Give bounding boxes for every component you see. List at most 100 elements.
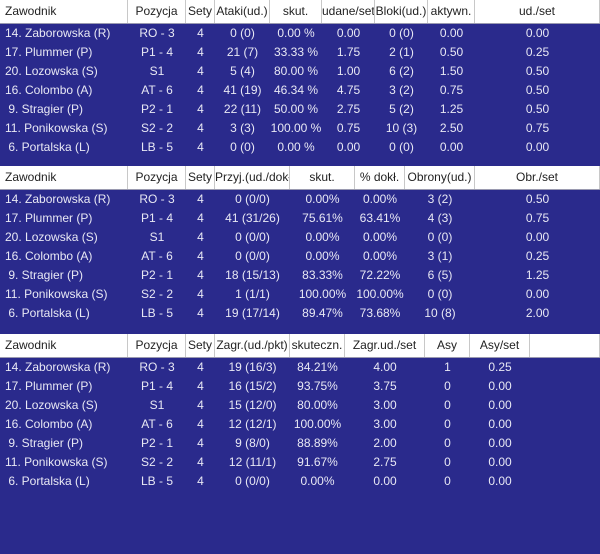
table-cell: 4 <box>197 436 204 450</box>
table-row[interactable]: 14. Zaborowska (R) RO - 3 4 0 (0) 0.00 % 0.00… <box>0 24 600 43</box>
column-header[interactable]: Sety <box>186 166 215 189</box>
table-row[interactable]: 14. Zaborowska (R) RO - 3 4 0 (0/0) 0.00% 0.0… <box>0 190 600 209</box>
column-header[interactable]: Zawodnik <box>0 0 128 23</box>
table-row[interactable]: 17. Plummer (P) P1 - 4 4 41 (31/26) 75.61% 63… <box>0 209 600 228</box>
table-cell: 0.75 <box>439 83 464 97</box>
table-row[interactable]: 6. Portalska (L) LB - 5 4 0 (0) 0.00 % 0.00 0 … <box>0 138 600 157</box>
column-header[interactable]: Sety <box>186 334 215 357</box>
table-cell: 0 (0/0) <box>235 249 270 263</box>
table-cell: 6. Portalska (L) <box>5 140 90 154</box>
attack-stats-table: Zawodnik Pozycja Sety Ataki(ud.) skut. udane/… <box>0 0 600 157</box>
column-header[interactable]: Asy/set <box>470 334 530 357</box>
column-header[interactable]: Pozycja <box>128 0 186 23</box>
table-row[interactable]: 16. Colombo (A) AT - 6 4 12 (12/1) 100.00% 3.… <box>0 415 600 434</box>
table-cell: 46.34 % <box>273 83 319 97</box>
table-cell: 10 (8) <box>424 306 456 320</box>
table-cell: 4 <box>197 102 204 116</box>
table-cell: 14. Zaborowska (R) <box>5 26 111 40</box>
table-cell: 10 (3) <box>385 121 418 135</box>
table-cell: 41 (31/26) <box>225 211 280 225</box>
table-cell: 4 <box>197 306 204 320</box>
table-cell: 4 <box>197 64 204 78</box>
column-header[interactable]: Pozycja <box>128 334 186 357</box>
table-cell: 4 <box>197 455 204 469</box>
table-cell: 4 <box>197 83 204 97</box>
table-cell: 4 <box>197 249 204 263</box>
table-cell: 6. Portalska (L) <box>5 306 90 320</box>
table-cell: 89.47% <box>302 306 343 320</box>
table-cell: 2 (1) <box>389 45 414 59</box>
table-row[interactable]: 6. Portalska (L) LB - 5 4 19 (17/14) 89.47% 7… <box>0 304 600 323</box>
table-cell: 73.68% <box>359 306 401 320</box>
table-cell: 3 (3) <box>230 121 255 135</box>
column-header[interactable]: Zawodnik <box>0 166 128 189</box>
table-cell: 0 (0) <box>389 140 414 154</box>
table-row[interactable]: 11. Ponikowska (S) S2 - 2 4 1 (1/1) 100.00% 1… <box>0 285 600 304</box>
table-row[interactable]: 17. Plummer (P) P1 - 4 4 16 (15/2) 93.75% 3.7… <box>0 377 600 396</box>
table-cell: 0.00% <box>305 249 340 263</box>
column-header[interactable]: Przyj.(ud./dokł.) <box>215 166 290 189</box>
table-cell: 0.00 <box>488 436 512 450</box>
table-cell: P2 - 1 <box>140 268 173 282</box>
table-row[interactable]: 9. Stragier (P) P2 - 1 4 22 (11) 50.00 % 2.75… <box>0 100 600 119</box>
table-cell: P1 - 4 <box>140 45 173 59</box>
table-row[interactable]: 9. Stragier (P) P2 - 1 4 9 (8/0) 88.89% 2.00 0… <box>0 434 600 453</box>
table-cell: 3 (2) <box>427 192 453 206</box>
table-row[interactable]: 6. Portalska (L) LB - 5 4 0 (0/0) 0.00% 0.00 0… <box>0 472 600 491</box>
table-cell: 0.50 <box>525 102 550 116</box>
column-header[interactable]: % dokł. <box>355 166 405 189</box>
column-header[interactable]: Bloki(ud.) <box>375 0 428 23</box>
column-header[interactable]: ud./set <box>475 0 600 23</box>
table-row[interactable]: 16. Colombo (A) AT - 6 4 41 (19) 46.34 % 4.75… <box>0 81 600 100</box>
serve-stats-table: Zawodnik Pozycja Sety Zagr.(ud./pkt) skutecz… <box>0 334 600 491</box>
table-cell: 2.00 <box>525 306 550 320</box>
table-cell: 0.00% <box>300 474 335 488</box>
table-cell: 0.00 <box>488 474 512 488</box>
column-header[interactable]: Obr./set <box>475 166 600 189</box>
column-header[interactable]: Zagr.ud./set <box>345 334 425 357</box>
table-cell <box>530 396 600 415</box>
column-header[interactable]: skut. <box>270 0 322 23</box>
table-row[interactable]: 20. Lozowska (S) S1 4 0 (0/0) 0.00% 0.00% 0 (0… <box>0 228 600 247</box>
table-row[interactable]: 11. Ponikowska (S) S2 - 2 4 12 (11/1) 91.67%… <box>0 453 600 472</box>
table-cell: RO - 3 <box>139 360 175 374</box>
column-header[interactable]: aktywn. <box>428 0 475 23</box>
table-row[interactable]: 16. Colombo (A) AT - 6 4 0 (0/0) 0.00% 0.00% 3… <box>0 247 600 266</box>
table-cell: LB - 5 <box>140 140 173 154</box>
table-row[interactable]: 11. Ponikowska (S) S2 - 2 4 3 (3) 100.00 % 0.… <box>0 119 600 138</box>
table-row[interactable]: 17. Plummer (P) P1 - 4 4 21 (7) 33.33 % 1.75 2… <box>0 43 600 62</box>
table-cell: 0.25 <box>525 249 550 263</box>
table-cell: 0.00 <box>336 26 361 40</box>
column-header[interactable]: Zagr.(ud./pkt) <box>215 334 290 357</box>
table-cell: 3 (1) <box>427 249 453 263</box>
column-header[interactable]: Obrony(ud.) <box>405 166 475 189</box>
table-row[interactable]: 9. Stragier (P) P2 - 1 4 18 (15/13) 83.33% 72… <box>0 266 600 285</box>
column-header[interactable]: Pozycja <box>128 166 186 189</box>
table-cell: 9. Stragier (P) <box>5 102 84 116</box>
table-cell: 6 (5) <box>427 268 453 282</box>
column-header[interactable]: skut. <box>290 166 355 189</box>
column-header[interactable]: skuteczn. <box>290 334 345 357</box>
table-cell: 0.50 <box>525 83 550 97</box>
table-cell: 11. Ponikowska (S) <box>5 455 108 469</box>
table-cell: 4 <box>197 474 204 488</box>
table-cell: 17. Plummer (P) <box>5 45 93 59</box>
column-header[interactable]: Ataki(ud.) <box>215 0 270 23</box>
column-header[interactable]: Zawodnik <box>0 334 128 357</box>
table-cell: LB - 5 <box>140 474 173 488</box>
table-cell: 1 <box>444 360 451 374</box>
table-row[interactable]: 20. Lozowska (S) S1 4 15 (12/0) 80.00% 3.00 0 0… <box>0 396 600 415</box>
column-header[interactable] <box>530 334 600 357</box>
table-cell: RO - 3 <box>139 26 175 40</box>
table-cell: P2 - 1 <box>140 436 173 450</box>
table-row[interactable]: 20. Lozowska (S) S1 4 5 (4) 80.00 % 1.00 6 (2)… <box>0 62 600 81</box>
column-header[interactable]: Asy <box>425 334 470 357</box>
table-cell: 0.50 <box>439 45 464 59</box>
column-header[interactable]: udane/set <box>322 0 375 23</box>
table-cell: 4 <box>197 417 204 431</box>
column-header[interactable]: Sety <box>186 0 215 23</box>
table-row[interactable]: 14. Zaborowska (R) RO - 3 4 19 (16/3) 84.21%… <box>0 358 600 377</box>
table-cell <box>530 415 600 434</box>
table-cell: 4 <box>197 45 204 59</box>
table-cell: 4 <box>197 121 204 135</box>
